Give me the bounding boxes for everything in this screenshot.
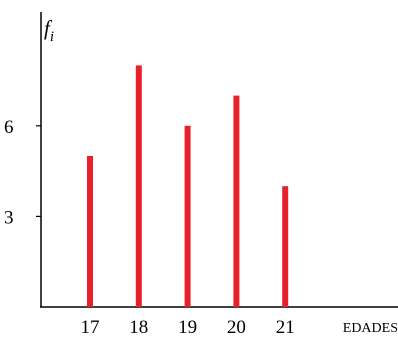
bar-21 (282, 186, 289, 307)
y-tick-label-3: 3 (4, 207, 14, 228)
x-tick-label-17: 17 (81, 317, 100, 338)
y-tick-label-6: 6 (4, 117, 14, 138)
x-tick-label-21: 21 (276, 317, 295, 338)
bar-19 (184, 125, 191, 307)
bar-20 (233, 95, 240, 307)
bar-18 (135, 65, 142, 308)
axes (40, 12, 398, 308)
x-tick-label-19: 19 (178, 317, 197, 338)
y-axis-label: fi (44, 16, 54, 45)
x-tick-labels: 17 18 19 20 21 (81, 317, 295, 338)
y-ticks: 36 (4, 117, 41, 228)
bar-17 (87, 156, 93, 307)
x-axis-label: EDADES (343, 321, 398, 336)
bars-group (87, 65, 289, 308)
x-tick-label-20: 20 (227, 317, 246, 338)
x-tick-label-18: 18 (129, 317, 148, 338)
